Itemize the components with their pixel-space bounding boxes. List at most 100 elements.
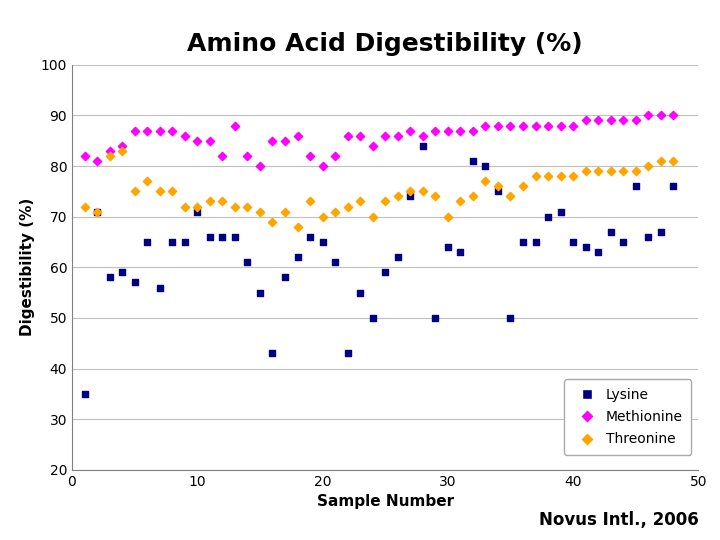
- Point: [430, 126, 441, 135]
- Point: [266, 349, 278, 357]
- Point: [292, 131, 303, 140]
- Point: [305, 197, 316, 206]
- Point: [567, 172, 579, 180]
- Point: [141, 238, 153, 246]
- Point: [78, 152, 90, 160]
- Point: [517, 182, 528, 191]
- Point: [442, 126, 454, 135]
- Point: [467, 192, 479, 201]
- Point: [454, 126, 466, 135]
- Point: [91, 157, 103, 165]
- Point: [329, 152, 341, 160]
- Point: [354, 288, 366, 297]
- Point: [266, 137, 278, 145]
- Point: [630, 182, 642, 191]
- Point: [480, 162, 491, 171]
- Point: [104, 273, 115, 282]
- Point: [229, 233, 240, 241]
- Point: [179, 238, 191, 246]
- Point: [279, 207, 291, 216]
- Point: [605, 116, 616, 125]
- Point: [442, 212, 454, 221]
- Point: [229, 202, 240, 211]
- Point: [580, 116, 591, 125]
- Point: [530, 172, 541, 180]
- Point: [655, 227, 667, 236]
- Point: [217, 197, 228, 206]
- Point: [593, 167, 604, 176]
- Point: [192, 137, 203, 145]
- Point: [605, 227, 616, 236]
- Point: [78, 202, 90, 211]
- Point: [667, 157, 679, 165]
- Point: [505, 122, 516, 130]
- Point: [517, 122, 528, 130]
- Point: [542, 122, 554, 130]
- Point: [480, 122, 491, 130]
- Point: [204, 197, 215, 206]
- Point: [154, 283, 166, 292]
- Point: [454, 197, 466, 206]
- Point: [279, 273, 291, 282]
- Point: [630, 116, 642, 125]
- Point: [667, 111, 679, 120]
- Point: [129, 126, 140, 135]
- Point: [593, 248, 604, 256]
- Point: [542, 212, 554, 221]
- Point: [254, 207, 266, 216]
- Point: [342, 349, 354, 357]
- Text: Novus Intl., 2006: Novus Intl., 2006: [539, 511, 698, 529]
- X-axis label: Sample Number: Sample Number: [317, 494, 454, 509]
- Point: [104, 152, 115, 160]
- Point: [530, 238, 541, 246]
- Point: [517, 238, 528, 246]
- Point: [279, 137, 291, 145]
- Point: [417, 187, 428, 195]
- Point: [292, 253, 303, 261]
- Point: [292, 222, 303, 231]
- Point: [417, 141, 428, 150]
- Point: [204, 137, 215, 145]
- Point: [242, 152, 253, 160]
- Point: [655, 111, 667, 120]
- Point: [254, 288, 266, 297]
- Point: [542, 172, 554, 180]
- Point: [217, 152, 228, 160]
- Point: [642, 111, 654, 120]
- Point: [392, 131, 403, 140]
- Point: [555, 172, 567, 180]
- Point: [329, 258, 341, 267]
- Point: [317, 162, 328, 171]
- Point: [405, 192, 416, 201]
- Point: [305, 233, 316, 241]
- Title: Amino Acid Digestibility (%): Amino Acid Digestibility (%): [187, 32, 583, 56]
- Point: [117, 141, 128, 150]
- Point: [354, 197, 366, 206]
- Point: [405, 126, 416, 135]
- Point: [630, 167, 642, 176]
- Point: [166, 126, 178, 135]
- Point: [492, 122, 504, 130]
- Point: [618, 238, 629, 246]
- Point: [405, 187, 416, 195]
- Point: [166, 238, 178, 246]
- Point: [467, 126, 479, 135]
- Point: [480, 177, 491, 186]
- Point: [317, 212, 328, 221]
- Point: [266, 218, 278, 226]
- Point: [179, 131, 191, 140]
- Point: [141, 177, 153, 186]
- Point: [442, 243, 454, 252]
- Point: [342, 202, 354, 211]
- Point: [505, 192, 516, 201]
- Legend: Lysine, Methionine, Threonine: Lysine, Methionine, Threonine: [564, 380, 691, 455]
- Point: [154, 187, 166, 195]
- Point: [655, 157, 667, 165]
- Point: [141, 126, 153, 135]
- Point: [580, 243, 591, 252]
- Point: [642, 233, 654, 241]
- Point: [392, 253, 403, 261]
- Point: [192, 207, 203, 216]
- Point: [154, 126, 166, 135]
- Y-axis label: Digestibility (%): Digestibility (%): [20, 198, 35, 336]
